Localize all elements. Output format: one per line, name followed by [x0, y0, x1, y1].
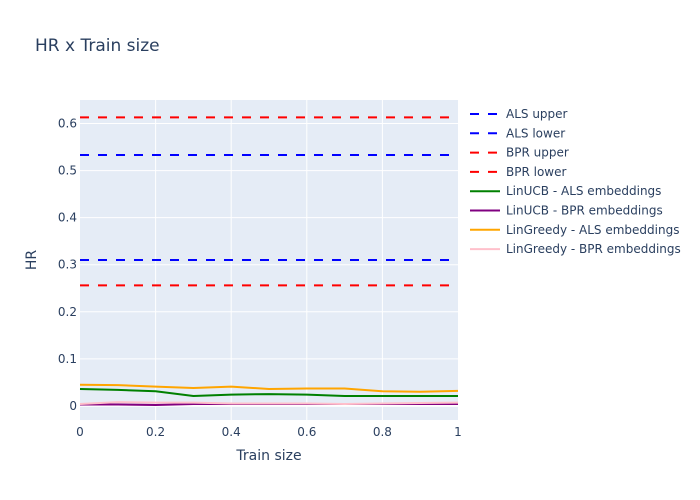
x-tick-label: 0.6 [297, 425, 316, 439]
series-line-5 [79, 387, 458, 398]
legend-item[interactable]: ALS upper [470, 107, 568, 121]
legend-label: LinGreedy - ALS embeddings [506, 223, 679, 237]
y-tick-label: 0.4 [58, 211, 77, 225]
legend-label: BPR upper [506, 146, 569, 160]
legend-item[interactable]: BPR upper [470, 146, 569, 160]
x-tick-label: 0 [76, 425, 84, 439]
series-line-7 [79, 383, 459, 393]
series-line-8 [79, 401, 459, 406]
legend-label: LinUCB - ALS embeddings [506, 184, 661, 198]
legend-item[interactable]: BPR lower [470, 165, 566, 179]
legend-label: LinGreedy - BPR embeddings [506, 242, 681, 256]
x-axis-label: Train size [235, 448, 301, 464]
legend-item[interactable]: LinGreedy - BPR embeddings [470, 242, 681, 256]
y-tick-label: 0.5 [58, 164, 77, 178]
x-tick-label: 0.2 [146, 425, 165, 439]
legend-label: ALS upper [506, 107, 568, 121]
y-tick-label: 0.2 [58, 305, 77, 319]
y-tick-label: 0.1 [58, 352, 77, 366]
legend-item[interactable]: ALS lower [470, 126, 565, 140]
chart-title: HR x Train size [35, 36, 160, 56]
legend-label: ALS lower [506, 126, 565, 140]
legend: ALS upper ALS lower BPR upper BPR lower LinU… [470, 107, 681, 256]
series-layer [79, 116, 459, 406]
legend-label: LinUCB - BPR embeddings [506, 204, 663, 218]
y-tick-label: 0.3 [58, 258, 77, 272]
legend-item[interactable]: LinUCB - ALS embeddings [470, 184, 661, 198]
x-tick-label: 0.4 [222, 425, 241, 439]
y-axis-ticks: 0 0.1 0.2 0.3 0.4 0.5 0.6 [58, 117, 77, 413]
legend-label: BPR lower [506, 165, 566, 179]
y-tick-label: 0 [69, 399, 77, 413]
y-axis-label: HR [24, 250, 40, 271]
x-tick-label: 0.8 [373, 425, 392, 439]
x-axis-ticks: 0 0.2 0.4 0.6 0.8 1 [76, 425, 462, 439]
legend-item[interactable]: LinGreedy - ALS embeddings [470, 223, 679, 237]
y-tick-label: 0.6 [58, 117, 77, 131]
x-tick-label: 1 [454, 425, 462, 439]
legend-item[interactable]: LinUCB - BPR embeddings [470, 204, 663, 218]
